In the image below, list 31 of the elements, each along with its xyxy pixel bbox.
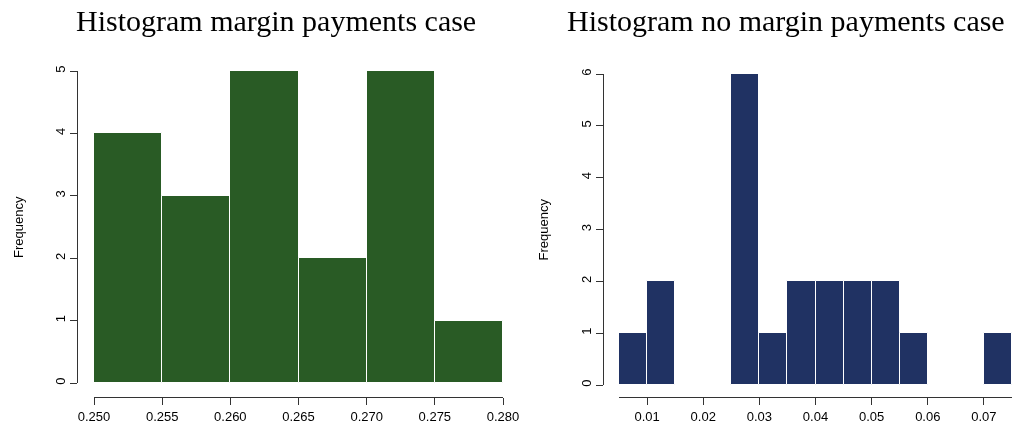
x-tick-label: 0.03 bbox=[746, 408, 773, 424]
y-axis-title: Frequency bbox=[11, 196, 26, 258]
x-tick-label: 0.02 bbox=[690, 408, 716, 424]
y-tick-label: 5 bbox=[578, 120, 594, 128]
y-tick-label: 0 bbox=[52, 377, 68, 385]
y-tick-label: 1 bbox=[578, 327, 594, 335]
x-tick-label: 0.265 bbox=[282, 408, 315, 424]
y-tick-label: 0 bbox=[578, 379, 594, 387]
x-tick-label: 0.250 bbox=[77, 408, 111, 424]
x-tick-label: 0.270 bbox=[350, 408, 383, 424]
y-tick-label: 2 bbox=[578, 275, 594, 283]
y-tick-label: 1 bbox=[52, 315, 68, 323]
y-tick-label: 6 bbox=[578, 68, 594, 76]
x-tick-label: 0.01 bbox=[634, 408, 660, 424]
chart-title: Histogram margin payments case bbox=[76, 4, 477, 37]
y-axis-title: Frequency bbox=[535, 198, 551, 261]
x-tick-label: 0.04 bbox=[802, 408, 829, 424]
x-tick-label: 0.06 bbox=[915, 408, 941, 424]
x-tick-label: 0.280 bbox=[486, 408, 520, 424]
y-tick-label: 5 bbox=[52, 65, 68, 73]
x-tick-label: 0.255 bbox=[145, 408, 179, 424]
y-tick-label: 2 bbox=[52, 252, 68, 260]
y-tick-label: 4 bbox=[578, 172, 594, 180]
x-tick-label: 0.07 bbox=[971, 408, 997, 424]
y-tick-label: 3 bbox=[52, 190, 68, 198]
x-tick-label: 0.260 bbox=[214, 408, 247, 424]
x-tick-label: 0.275 bbox=[418, 408, 452, 424]
y-tick-label: 4 bbox=[52, 127, 68, 136]
x-tick-label: 0.05 bbox=[858, 408, 885, 424]
y-tick-label: 3 bbox=[578, 223, 594, 232]
chart-title: Histogram no margin payments case bbox=[567, 4, 1005, 37]
